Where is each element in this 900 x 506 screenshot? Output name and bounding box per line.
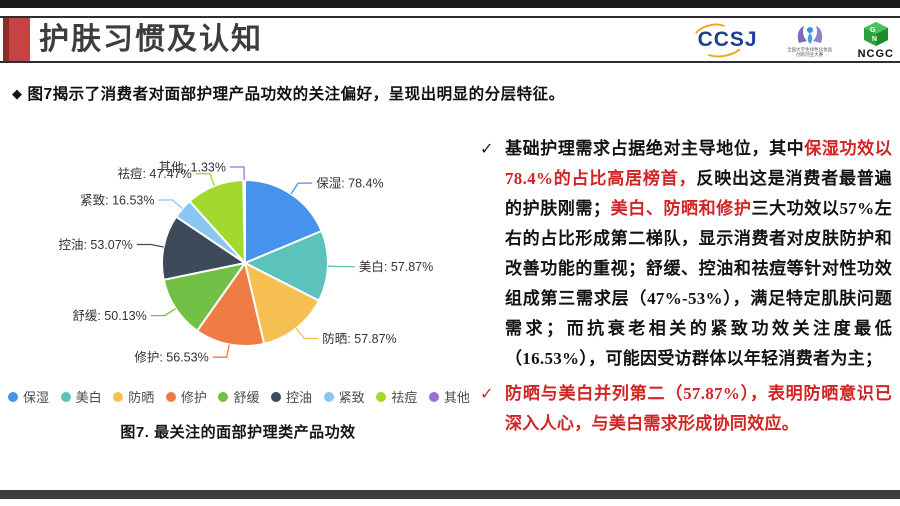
text-segment-red: 防晒与美白并列第二（57.87%），表明防晒意识已深入人心，与美白需求形成协同效… (505, 384, 892, 433)
pie-label-舒缓: 舒缓: 50.13% (72, 309, 146, 323)
pie-label-紧致: 紧致: 16.53% (80, 194, 154, 208)
analysis-bullet-2: ✓ 防晒与美白并列第二（57.87%），表明防晒意识已深入人心，与美白需求形成协… (480, 379, 892, 439)
pie-label-祛痘: 祛痘: 47.47% (117, 166, 191, 181)
pie-label-防晒: 防晒: 57.87% (322, 331, 396, 346)
legend-dot-icon (60, 391, 71, 402)
pie-label-line-紧致 (158, 199, 183, 210)
logo-row: CCSJ 全国大学生绿色化妆品 创新创业大赛 G N NCGC (689, 19, 894, 61)
legend-dot-icon (428, 391, 439, 402)
ccsj-logo-text: CCSJ (697, 28, 758, 51)
analysis-panel: ✓ 基础护理需求占据绝对主导地位，其中保湿功效以78.4%的占比高居榜首，反映出… (480, 134, 892, 439)
pie-label-line-保湿 (290, 182, 313, 195)
legend-item-紧致: 紧致 (323, 387, 365, 406)
legend-dot-icon (218, 391, 229, 402)
legend-label: 修护 (180, 390, 207, 405)
legend-label: 美白 (75, 390, 102, 405)
page-title: 护肤习惯及认知 (39, 23, 263, 56)
pie-label-line-其他 (230, 166, 245, 181)
legend-label: 祛痘 (391, 390, 418, 405)
analysis-bullet-1: ✓ 基础护理需求占据绝对主导地位，其中保湿功效以78.4%的占比高居榜首，反映出… (480, 134, 892, 374)
text-segment: 三大功效以57%左右的占比形成第二梯队，显示消费者对皮肤防护和改善功能的重视；舒… (505, 199, 892, 368)
pie-label-其他: 其他: 1.33% (159, 161, 226, 175)
pie-label-美白: 美白: 57.87% (359, 259, 433, 274)
check-icon: ✓ (480, 139, 494, 158)
legend-dot-icon (271, 391, 282, 402)
legend-label: 防晒 (128, 390, 155, 405)
legend-label: 控油 (286, 390, 313, 405)
chart-legend: 保湿 美白 防晒 修护 舒缓 控油 紧致 祛痘 其他 (8, 387, 470, 406)
legend-dot-icon (323, 391, 334, 402)
header-band (0, 16, 900, 63)
pie-label-line-控油 (136, 243, 164, 248)
ccsj-logo: CCSJ (689, 19, 762, 61)
legend-item-修护: 修护 (165, 387, 207, 406)
legend-item-防晒: 防晒 (113, 387, 154, 406)
pie-label-line-防晒 (295, 327, 319, 340)
legend-dot-icon (165, 391, 176, 402)
pie-slice-控油 (161, 215, 246, 281)
check-icon-red: ✓ (480, 384, 494, 403)
ncgc-cube-icon: G N (863, 21, 888, 46)
pie-slice-舒缓 (162, 262, 246, 332)
text-segment: 基础护理需求占据绝对主导地位，其中 (505, 139, 805, 158)
text-segment: 反映出这是消费者最普遍的护肤刚需； (505, 169, 892, 218)
top-decoration-bar (0, 0, 900, 8)
bottom-decoration-bar (0, 490, 900, 499)
pie-label-line-祛痘 (195, 173, 216, 187)
ncgc-logo: G N NCGC (858, 21, 894, 60)
contest-logo-text-line2: 创新创业大赛 (796, 52, 824, 57)
title-accent-block (3, 18, 30, 61)
legend-item-美白: 美白 (60, 387, 102, 406)
legend-label: 舒缓 (233, 390, 260, 405)
analysis-bullet-2-text: 防晒与美白并列第二（57.87%），表明防晒意识已深入人心，与美白需求形成协同效… (505, 379, 892, 439)
legend-dot-icon (113, 391, 124, 402)
legend-label: 其他 (443, 390, 470, 405)
pie-slice-保湿 (244, 179, 323, 264)
diamond-bullet-icon: ◆ (12, 86, 23, 101)
pie-label-保湿: 保湿: 78.4% (316, 176, 383, 191)
legend-label: 紧致 (338, 390, 365, 405)
svg-text:G: G (870, 27, 876, 34)
contest-logo-text-line1: 全国大学生绿色化妆品 (787, 46, 833, 52)
pie-chart-svg: 保湿: 78.4% 美白: 57.87% 防晒: 57.87% 修护: 56.53% 舒… (58, 161, 433, 365)
chart-caption: 图7. 最关注的面部护理类产品功效 (120, 424, 356, 441)
legend-item-保湿: 保湿 (8, 387, 49, 406)
legend-dot-icon (8, 391, 18, 402)
contest-hands-icon (797, 25, 822, 44)
legend-label: 保湿 (23, 390, 50, 405)
intro-bullet-text: 图7揭示了消费者对面部护理产品功效的关注偏好，呈现出明显的分层特征。 (27, 86, 565, 103)
text-segment-red: 美白、防晒和修护 (610, 199, 752, 218)
svg-text:N: N (872, 36, 877, 43)
ncgc-logo-text: NCGC (857, 47, 894, 60)
intro-bullet: ◆ 图7揭示了消费者对面部护理产品功效的关注偏好，呈现出明显的分层特征。 (12, 82, 872, 104)
pie-label-修护: 修护: 56.53% (134, 350, 208, 365)
pie-label-控油: 控油: 53.07% (58, 238, 132, 252)
pie-label-line-修护 (212, 344, 230, 358)
legend-item-其他: 其他 (428, 387, 470, 406)
analysis-bullet-1-text: 基础护理需求占据绝对主导地位，其中保湿功效以78.4%的占比高居榜首，反映出这是… (505, 134, 892, 374)
contest-logo: 全国大学生绿色化妆品 创新创业大赛 (778, 23, 842, 58)
legend-item-舒缓: 舒缓 (218, 387, 259, 406)
text-segment-red: 保湿功效以78.4%的占比高居榜首， (505, 139, 892, 188)
legend-item-祛痘: 祛痘 (376, 387, 417, 406)
pie-label-line-舒缓 (150, 307, 176, 317)
legend-dot-icon (376, 391, 387, 402)
legend-item-控油: 控油 (271, 387, 312, 406)
